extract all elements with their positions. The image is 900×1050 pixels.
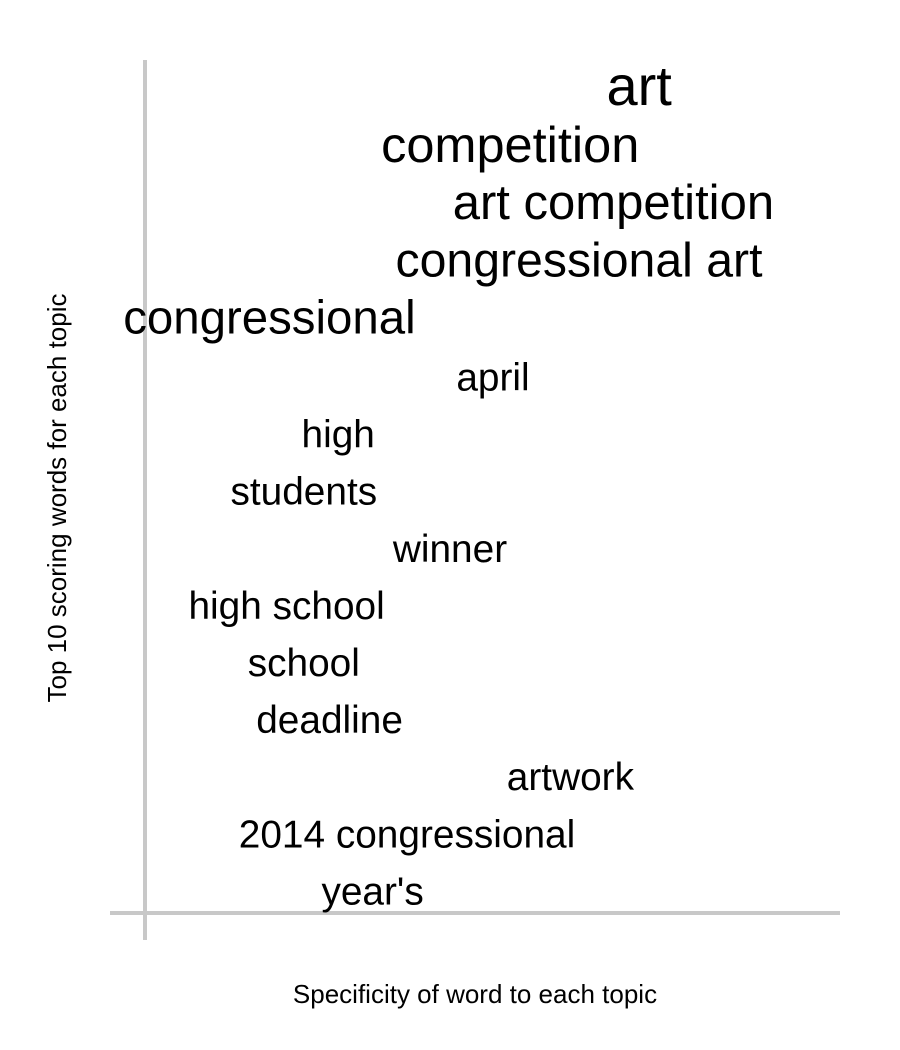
word-label: congressional art	[396, 233, 764, 287]
word-label: winner	[392, 528, 507, 571]
word-label: high school	[188, 585, 384, 628]
word-label: 2014 congressional	[239, 813, 575, 856]
word-label: congressional	[123, 291, 415, 344]
word-label: april	[456, 357, 529, 400]
word-label: high	[302, 414, 375, 457]
word-label: art competition	[453, 176, 774, 230]
word-label: artwork	[507, 756, 635, 799]
x-axis-label: Specificity of word to each topic	[293, 979, 657, 1009]
word-label: school	[248, 642, 360, 685]
word-label: competition	[381, 116, 639, 173]
word-label: students	[230, 471, 377, 514]
y-axis-label: Top 10 scoring words for each topic	[42, 294, 72, 703]
word-label: year's	[321, 870, 423, 913]
word-label: art	[607, 54, 673, 117]
word-label: deadline	[256, 699, 403, 742]
